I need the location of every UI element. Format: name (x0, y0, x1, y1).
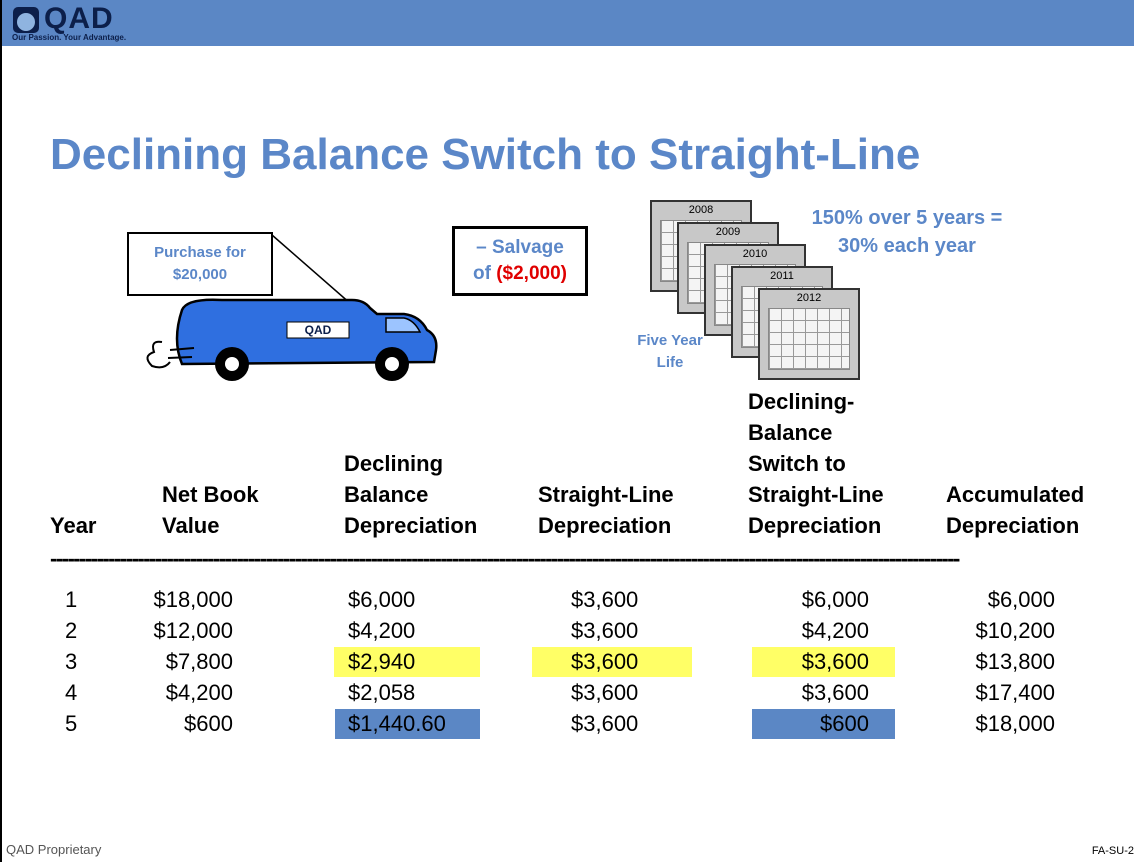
table-cell: $3,600 (571, 678, 638, 708)
table-cell: $10,200 (975, 616, 1055, 646)
footer-left: QAD Proprietary (6, 842, 101, 857)
header-bar (2, 0, 1134, 46)
note-line: Life (622, 352, 718, 374)
table-cell: $1,440.60 (348, 709, 446, 739)
column-header: Balance (344, 479, 428, 510)
logo-icon (12, 6, 42, 34)
note-line: 30% each year (772, 232, 1042, 260)
column-header: Net Book (162, 479, 259, 510)
table-cell: $6,000 (802, 585, 869, 615)
truck-logo: QAD (305, 323, 332, 337)
salvage-amount: ($2,000) (496, 263, 567, 284)
table-cell: $4,200 (802, 616, 869, 646)
column-header: Straight-Line (748, 479, 884, 510)
table-cell: $3,600 (802, 647, 869, 677)
slide: QAD Our Passion. Your Advantage. Declini… (0, 0, 1134, 862)
calendar-grid (768, 308, 850, 370)
calendar-year: 2008 (652, 204, 750, 216)
table-cell: $3,600 (571, 709, 638, 739)
salvage-prefix: of (473, 263, 496, 284)
table-cell: $3,600 (571, 647, 638, 677)
column-header: Depreciation (946, 510, 1079, 541)
table-divider: ----------------------------------------… (50, 546, 1130, 572)
table-cell: $13,800 (975, 647, 1055, 677)
calendar-year: 2012 (760, 292, 858, 304)
footer-right: FA-SU-2 (1092, 845, 1134, 857)
table-cell: $3,600 (571, 616, 638, 646)
table-cell: $18,000 (153, 585, 233, 615)
salvage-line: – Salvage (455, 235, 585, 261)
table-cell: 3 (65, 647, 77, 677)
table-cell: 1 (65, 585, 77, 615)
life-note: Five Year Life (622, 330, 718, 374)
calendar-year: 2011 (733, 270, 831, 282)
salvage-box: – Salvage of ($2,000) (452, 226, 588, 296)
column-header: Depreciation (748, 510, 881, 541)
logo-text: QAD (44, 2, 114, 36)
table-cell: $2,058 (348, 678, 415, 708)
table-cell: $600 (820, 709, 869, 739)
column-header: Switch to (748, 448, 846, 479)
tagline: Our Passion. Your Advantage. (12, 33, 126, 42)
table-cell: $4,200 (166, 678, 233, 708)
column-header: Balance (748, 417, 832, 448)
note-line: Five Year (622, 330, 718, 352)
column-header: Accumulated (946, 479, 1084, 510)
rate-note: 150% over 5 years = 30% each year (772, 204, 1042, 260)
table-cell: 5 (65, 709, 77, 739)
table-cell: 2 (65, 616, 77, 646)
table-cell: $6,000 (988, 585, 1055, 615)
table-cell: $18,000 (975, 709, 1055, 739)
purchase-callout: Purchase for $20,000 (127, 232, 273, 296)
column-header: Value (162, 510, 219, 541)
table-cell: $3,600 (571, 585, 638, 615)
table-cell: $600 (184, 709, 233, 739)
calendar: 2012 (758, 288, 860, 380)
table-cell: $2,940 (348, 647, 415, 677)
column-header: Depreciation (344, 510, 477, 541)
table-cell: $7,800 (166, 647, 233, 677)
column-header: Declining- (748, 386, 854, 417)
callout-line: $20,000 (129, 264, 271, 286)
slide-title: Declining Balance Switch to Straight-Lin… (50, 130, 920, 180)
column-header: Straight-Line (538, 479, 674, 510)
table-cell: 4 (65, 678, 77, 708)
table-cell: $12,000 (153, 616, 233, 646)
table-cell: $4,200 (348, 616, 415, 646)
callout-line: Purchase for (129, 242, 271, 264)
note-line: 150% over 5 years = (772, 204, 1042, 232)
table-cell: $3,600 (802, 678, 869, 708)
column-header: Depreciation (538, 510, 671, 541)
calendar-year: 2009 (679, 226, 777, 238)
column-header: Year (50, 510, 97, 541)
table-cell: $6,000 (348, 585, 415, 615)
table-cell: $17,400 (975, 678, 1055, 708)
column-header: Declining (344, 448, 443, 479)
salvage-line: of ($2,000) (455, 261, 585, 287)
